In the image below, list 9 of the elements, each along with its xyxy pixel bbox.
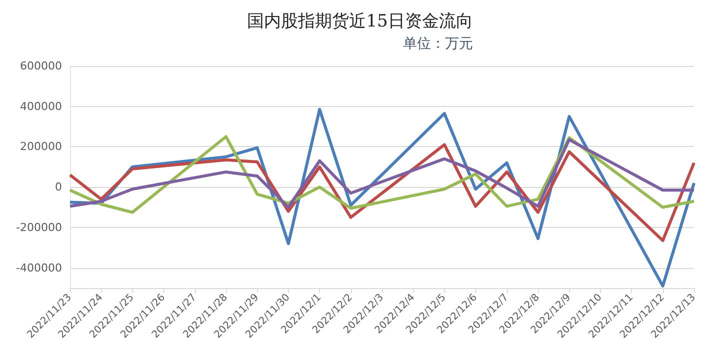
- line-series: [68, 143, 696, 242]
- y-tick-label: -400000: [16, 261, 62, 274]
- y-tick-label: -200000: [16, 220, 62, 234]
- y-tick-label: 200000: [20, 140, 62, 154]
- y-tick-label: 400000: [20, 100, 62, 113]
- y-tick-label: 0: [55, 180, 62, 194]
- y-tick-label: 600000: [20, 60, 62, 72]
- chart-title: 国内股指期货近15日资金流向: [247, 12, 473, 32]
- chart-subtitle: 单位：万元: [403, 36, 473, 52]
